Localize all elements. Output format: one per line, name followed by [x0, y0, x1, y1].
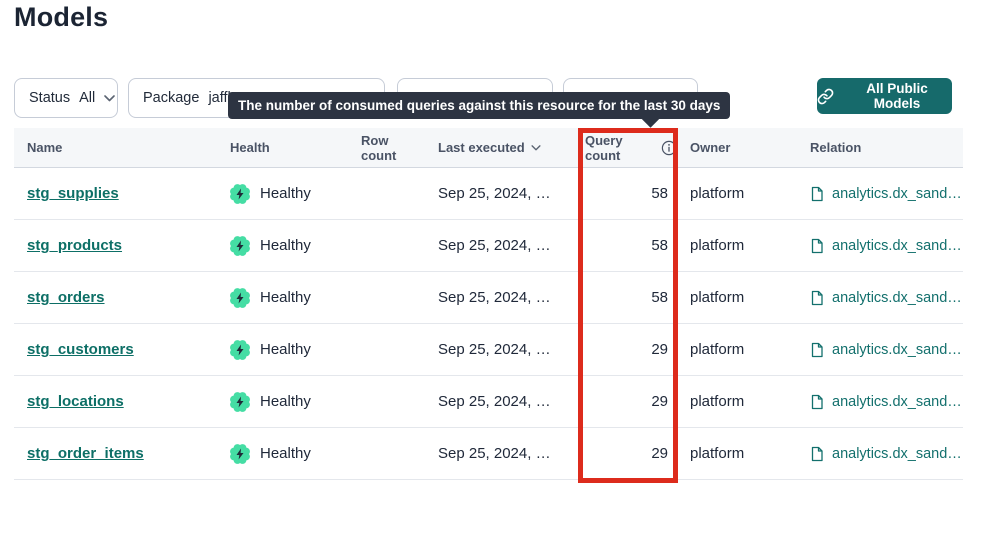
owner-value: platform — [690, 289, 745, 306]
query-count-value: 58 — [651, 237, 668, 254]
document-icon — [810, 290, 825, 306]
relation-link[interactable]: analytics.dx_sand… — [810, 446, 962, 462]
last-executed-value: Sep 25, 2024, … — [438, 289, 551, 306]
query-count-value: 29 — [651, 341, 668, 358]
last-executed-value: Sep 25, 2024, … — [438, 393, 551, 410]
models-table: Name Health Row count Last executed Quer… — [14, 128, 963, 480]
relation-link[interactable]: analytics.dx_sand… — [810, 342, 962, 358]
relation-link[interactable]: analytics.dx_sand… — [810, 186, 962, 202]
relation-text: analytics.dx_sand… — [832, 185, 962, 202]
health-badge-icon — [230, 391, 250, 412]
sort-chevron-icon — [531, 144, 541, 151]
query-count-value: 29 — [651, 445, 668, 462]
table-row: stg_customers Healthy Sep 25, 2024, … 29… — [14, 324, 963, 376]
document-icon — [810, 446, 825, 462]
health-badge-icon — [230, 287, 250, 308]
owner-value: platform — [690, 393, 745, 410]
last-executed-value: Sep 25, 2024, … — [438, 185, 551, 202]
column-header-health: Health — [230, 140, 270, 155]
column-header-row-count: Row count — [361, 132, 397, 163]
query-count-value: 29 — [651, 393, 668, 410]
table-row: stg_orders Healthy Sep 25, 2024, … 58 pl… — [14, 272, 963, 324]
health-status: Healthy — [260, 237, 311, 254]
health-status: Healthy — [260, 341, 311, 358]
health-status: Healthy — [260, 393, 311, 410]
relation-text: analytics.dx_sand… — [832, 237, 962, 254]
health-status: Healthy — [260, 289, 311, 306]
all-public-models-button[interactable]: All Public Models — [817, 78, 952, 114]
model-link[interactable]: stg_locations — [27, 393, 124, 410]
table-row: stg_locations Healthy Sep 25, 2024, … 29… — [14, 376, 963, 428]
model-link[interactable]: stg_supplies — [27, 185, 119, 202]
table-row: stg_supplies Healthy Sep 25, 2024, … 58 … — [14, 168, 963, 220]
owner-value: platform — [690, 341, 745, 358]
last-executed-value: Sep 25, 2024, … — [438, 237, 551, 254]
all-public-models-label: All Public Models — [866, 81, 928, 111]
column-header-last-executed[interactable]: Last executed — [425, 140, 576, 155]
status-filter-value: All — [79, 90, 96, 106]
query-count-label: Query count — [585, 132, 623, 163]
package-filter-label: Package — [143, 90, 200, 106]
document-icon — [810, 238, 825, 254]
column-header-owner: Owner — [690, 140, 731, 155]
query-count-value: 58 — [651, 289, 668, 306]
model-link[interactable]: stg_order_items — [27, 445, 144, 462]
table-row: stg_products Healthy Sep 25, 2024, … 58 … — [14, 220, 963, 272]
last-executed-value: Sep 25, 2024, … — [438, 445, 551, 462]
column-header-relation: Relation — [810, 140, 862, 155]
relation-text: analytics.dx_sand… — [832, 341, 962, 358]
relation-link[interactable]: analytics.dx_sand… — [810, 394, 962, 410]
model-link[interactable]: stg_products — [27, 237, 123, 254]
health-badge-icon — [230, 183, 250, 204]
health-badge-icon — [230, 443, 250, 464]
document-icon — [810, 342, 825, 358]
model-link[interactable]: stg_customers — [27, 341, 134, 358]
relation-text: analytics.dx_sand… — [832, 393, 962, 410]
health-badge-icon — [230, 339, 250, 360]
table-row: stg_order_items Healthy Sep 25, 2024, … … — [14, 428, 963, 480]
page-title: Models — [14, 2, 109, 32]
last-executed-value: Sep 25, 2024, … — [438, 341, 551, 358]
owner-value: platform — [690, 237, 745, 254]
query-count-value: 58 — [651, 185, 668, 202]
health-badge-icon — [230, 235, 250, 256]
relation-link[interactable]: analytics.dx_sand… — [810, 290, 962, 306]
last-executed-label: Last executed — [438, 140, 525, 155]
column-header-name: Name — [27, 140, 63, 155]
info-icon[interactable] — [661, 140, 677, 156]
status-filter-dropdown[interactable]: Status All — [14, 78, 118, 118]
status-filter-label: Status — [29, 90, 71, 106]
chevron-down-icon — [104, 94, 116, 102]
model-link[interactable]: stg_orders — [27, 289, 105, 306]
document-icon — [810, 186, 825, 202]
link-icon — [817, 88, 834, 105]
document-icon — [810, 394, 825, 410]
query-count-tooltip: The number of consumed queries against t… — [228, 92, 731, 119]
column-header-query-count: Query count — [576, 133, 677, 163]
relation-link[interactable]: analytics.dx_sand… — [810, 238, 962, 254]
owner-value: platform — [690, 445, 745, 462]
relation-text: analytics.dx_sand… — [832, 289, 962, 306]
relation-text: analytics.dx_sand… — [832, 445, 962, 462]
table-header-row: Name Health Row count Last executed Quer… — [14, 128, 963, 168]
health-status: Healthy — [260, 185, 311, 202]
owner-value: platform — [690, 185, 745, 202]
health-status: Healthy — [260, 445, 311, 462]
